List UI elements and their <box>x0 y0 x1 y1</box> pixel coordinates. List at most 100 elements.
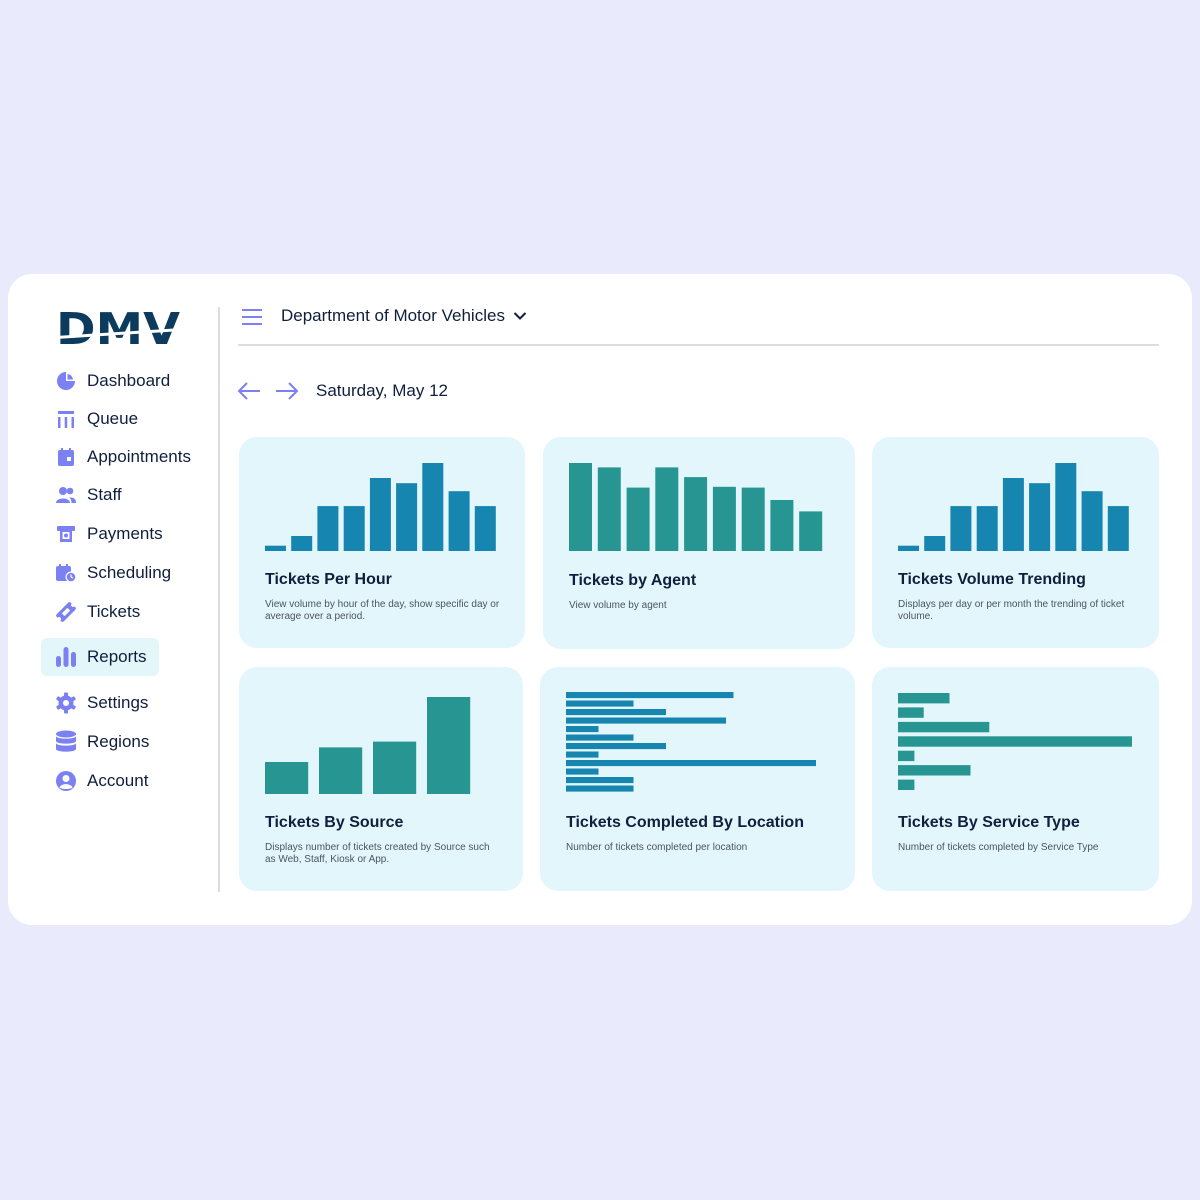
report-title: Tickets Volume Trending <box>898 571 1086 588</box>
report-card-tickets-completed-by-location[interactable]: Tickets Completed By Location Number of … <box>540 667 855 891</box>
sidebar-item-account[interactable]: Account <box>41 762 191 800</box>
report-card-tickets-by-service-type[interactable]: Tickets By Service Type Number of ticket… <box>872 667 1159 891</box>
sidebar-item-appointments[interactable]: Appointments <box>41 438 191 476</box>
sidebar-item-label: Settings <box>87 693 149 712</box>
chart-4-bar-8 <box>566 760 816 767</box>
hamburger-menu-icon[interactable] <box>242 308 262 326</box>
report-card-tickets-per-hour[interactable]: Tickets Per Hour View volume by hour of … <box>239 437 525 648</box>
chart-5-bar-5 <box>898 765 971 776</box>
current-date: Saturday, May 12 <box>316 381 448 400</box>
report-description: View volume by hour of the day, show spe… <box>265 599 500 622</box>
sidebar-item-queue[interactable]: Queue <box>41 400 191 438</box>
app-window: DMV Dashboard Queue Appointments <box>8 274 1192 925</box>
chart-1-bar-6 <box>741 487 765 551</box>
pie-chart-icon <box>55 370 77 392</box>
sidebar-item-scheduling[interactable]: Scheduling <box>41 554 191 592</box>
chart-0-bar-5 <box>396 483 418 551</box>
sidebar-item-reports[interactable]: Reports <box>41 638 159 676</box>
chart-3-bar-3 <box>427 697 471 794</box>
chart-4-bar-4 <box>566 726 599 733</box>
chart-2-bar-5 <box>1029 483 1051 551</box>
organization-dropdown[interactable]: Department of Motor Vehicles <box>281 306 527 326</box>
users-icon <box>55 484 77 506</box>
report-title: Tickets by Agent <box>569 572 697 589</box>
arrow-right-icon[interactable] <box>274 381 300 401</box>
sidebar-item-label: Dashboard <box>87 371 171 390</box>
chart-0 <box>265 463 496 551</box>
report-card-tickets-volume-trending[interactable]: Tickets Volume Trending Displays per day… <box>872 437 1159 648</box>
chart-1-bar-7 <box>770 500 794 551</box>
chart-0-bar-2 <box>317 506 339 551</box>
chart-2-bar-6 <box>1055 463 1077 551</box>
chart-1-bar-8 <box>799 511 823 551</box>
calendar-clock-icon <box>55 562 77 584</box>
sidebar-divider <box>218 307 220 892</box>
chart-4-bar-2 <box>566 709 666 716</box>
chart-2-bar-4 <box>1002 478 1024 551</box>
chevron-down-icon <box>513 312 527 320</box>
calendar-icon <box>55 446 77 468</box>
chart-2 <box>898 463 1129 551</box>
sidebar-item-label: Tickets <box>87 602 141 621</box>
chart-5-bar-6 <box>898 779 915 790</box>
report-title: Tickets By Service Type <box>898 814 1080 831</box>
chart-2-bar-7 <box>1081 491 1103 551</box>
chart-1-bar-0 <box>569 463 592 551</box>
chart-5-bar-2 <box>898 721 990 733</box>
report-description: Displays per day or per month the trendi… <box>898 599 1125 622</box>
organization-name: Department of Motor Vehicles <box>281 306 505 325</box>
gear-icon <box>55 692 77 714</box>
report-description: Displays number of tickets created by So… <box>265 842 490 865</box>
chart-2-bar-3 <box>976 506 998 551</box>
report-card-tickets-by-source[interactable]: Tickets By Source Displays number of tic… <box>239 667 523 891</box>
sidebar-item-label: Regions <box>87 732 150 751</box>
chart-5-bar-4 <box>898 750 915 762</box>
chart-0-bar-6 <box>422 463 444 551</box>
chart-4-bar-10 <box>566 777 634 784</box>
chart-2-bar-8 <box>1107 506 1129 551</box>
chart-5-bar-1 <box>898 707 924 718</box>
chart-2-bar-0 <box>898 545 919 551</box>
date-navigation: Saturday, May 12 <box>236 378 448 404</box>
sidebar-item-label: Scheduling <box>87 563 172 582</box>
arrow-left-icon[interactable] <box>236 381 262 401</box>
chart-3-bar-0 <box>265 762 309 794</box>
ticket-icon <box>55 601 77 623</box>
database-icon <box>55 730 77 753</box>
chart-2-bar-1 <box>924 536 946 551</box>
sidebar-item-staff[interactable]: Staff <box>41 476 191 514</box>
dmv-logo: DMV <box>56 306 182 348</box>
sidebar-item-tickets[interactable]: Tickets <box>41 593 191 631</box>
sidebar-item-regions[interactable]: Regions <box>41 723 191 761</box>
sidebar-item-settings[interactable]: Settings <box>41 684 191 722</box>
payment-icon <box>55 523 77 545</box>
chart-1-bar-3 <box>655 467 679 551</box>
chart-1-bar-5 <box>712 486 736 551</box>
chart-4-bar-11 <box>566 785 634 792</box>
chart-1 <box>569 463 823 551</box>
report-description: Number of tickets completed by Service T… <box>898 842 1099 853</box>
queue-icon <box>55 408 77 430</box>
user-circle-icon <box>55 770 77 792</box>
chart-1-bar-2 <box>626 487 650 551</box>
report-description: Number of tickets completed per location <box>566 842 748 853</box>
chart-1-bar-4 <box>684 477 708 551</box>
sidebar-item-dashboard[interactable]: Dashboard <box>41 362 191 400</box>
chart-0-bar-1 <box>291 536 313 551</box>
sidebar-item-payments[interactable]: Payments <box>41 515 191 553</box>
chart-2-bar-2 <box>950 506 972 551</box>
chart-1-bar-1 <box>597 467 621 551</box>
sidebar-item-label: Account <box>87 771 149 790</box>
chart-5 <box>898 693 1132 790</box>
chart-4-bar-7 <box>566 751 599 758</box>
report-title: Tickets Completed By Location <box>566 814 804 831</box>
chart-4 <box>566 692 816 792</box>
chart-5-bar-0 <box>898 693 950 704</box>
sidebar-item-label: Appointments <box>87 447 191 466</box>
sidebar-item-label: Staff <box>87 485 122 504</box>
svg-text:DMV: DMV <box>56 306 180 348</box>
sidebar-item-label: Reports <box>87 647 147 666</box>
report-card-tickets-by-agent[interactable]: Tickets by Agent View volume by agent <box>543 437 855 649</box>
bar-chart-icon <box>55 646 77 668</box>
chart-3-bar-1 <box>319 747 363 794</box>
